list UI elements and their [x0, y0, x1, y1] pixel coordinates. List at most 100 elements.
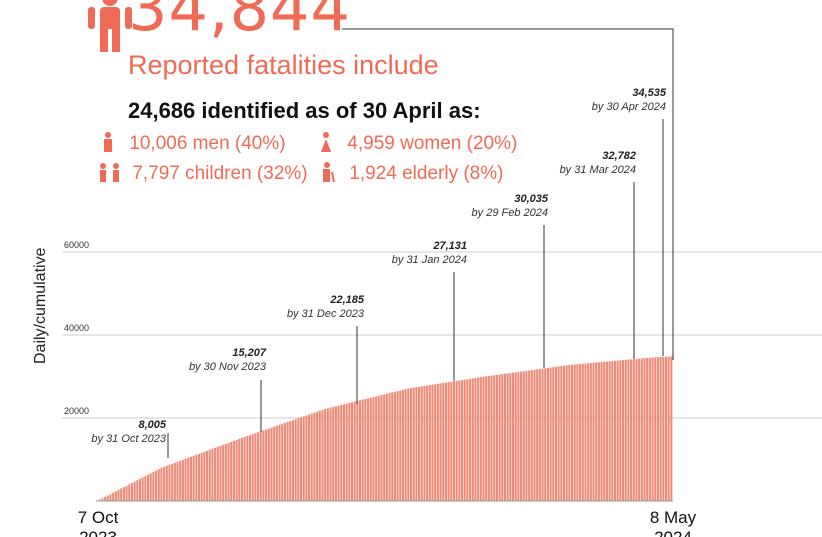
bar — [369, 397, 372, 501]
breakdown-women-label: 4,959 women (20%) — [347, 133, 518, 154]
bar — [200, 452, 203, 501]
bar — [367, 398, 370, 501]
bar — [122, 487, 125, 501]
bar — [595, 362, 598, 501]
bar — [246, 436, 249, 501]
bar — [630, 359, 633, 501]
bar — [619, 360, 622, 501]
annotation-value: 27,131 — [432, 240, 467, 252]
y-tick-label: 60000 — [64, 240, 89, 250]
bar — [412, 387, 415, 501]
bar — [410, 387, 413, 501]
bar — [356, 400, 359, 501]
bar — [104, 496, 107, 501]
bar — [460, 380, 464, 501]
bar — [635, 358, 638, 501]
bar — [136, 480, 139, 501]
x-end-year: 2024 — [654, 528, 692, 537]
bar — [109, 494, 112, 501]
bar — [377, 395, 380, 501]
bar — [455, 380, 458, 501]
bar — [283, 422, 286, 501]
bar — [275, 425, 278, 501]
bar — [192, 455, 195, 501]
bar — [114, 491, 117, 501]
bar — [203, 451, 206, 501]
bar — [350, 402, 354, 501]
bar — [587, 363, 590, 501]
bar — [130, 483, 133, 501]
bar — [232, 440, 235, 501]
bar — [399, 390, 402, 501]
bar — [348, 402, 351, 501]
bar — [490, 375, 493, 501]
bar — [622, 360, 625, 501]
bar — [227, 442, 230, 501]
breakdown-men: 10,006 men (40%) — [100, 132, 286, 155]
bar — [576, 364, 579, 501]
annotation-label: by 30 Apr 2024 — [592, 101, 666, 113]
bar — [353, 401, 356, 501]
breakdown-elderly-label: 1,924 elderly (8%) — [349, 163, 504, 184]
bar — [495, 374, 498, 501]
bar — [316, 411, 319, 501]
bar — [243, 436, 246, 501]
bar — [423, 385, 426, 501]
bar — [171, 463, 174, 501]
bar — [498, 374, 501, 501]
bar — [168, 464, 171, 501]
bar — [222, 444, 225, 501]
bar — [120, 488, 123, 501]
bar — [485, 376, 488, 501]
annotation-label: by 31 Oct 2023 — [91, 433, 166, 445]
bar — [643, 358, 646, 501]
bar — [152, 471, 155, 501]
bar — [340, 404, 343, 501]
bar — [509, 373, 512, 501]
bar — [173, 462, 176, 501]
bar — [511, 372, 515, 501]
bar — [248, 435, 252, 501]
total-fatalities: 34,844 — [128, 0, 351, 45]
bar — [469, 378, 472, 501]
bar — [544, 368, 547, 501]
annotation-label: by 30 Nov 2023 — [189, 361, 267, 373]
bar — [479, 377, 482, 501]
bar — [149, 473, 152, 501]
bar — [426, 385, 429, 501]
bar — [195, 454, 198, 501]
total-connector — [342, 28, 674, 360]
bar — [146, 474, 150, 501]
bar — [197, 453, 201, 501]
annotation-label: by 31 Dec 2023 — [287, 308, 365, 320]
x-end-label: 8 May — [650, 508, 697, 527]
bar — [442, 383, 445, 501]
y-tick-label: 40000 — [64, 323, 89, 333]
bar — [471, 378, 474, 501]
annotation-value: 8,005 — [138, 419, 166, 431]
bar — [364, 399, 367, 501]
bar — [157, 469, 160, 501]
bar — [538, 369, 541, 501]
bar — [549, 367, 552, 501]
bar — [651, 357, 654, 501]
bar — [565, 365, 568, 501]
annotation-value: 34,535 — [632, 87, 667, 99]
bar — [605, 361, 608, 501]
bar — [477, 377, 480, 501]
bar — [646, 357, 649, 501]
bar — [125, 485, 128, 501]
bar — [265, 429, 268, 501]
bar — [611, 361, 614, 501]
bar — [337, 405, 340, 501]
bar — [181, 459, 184, 501]
bar — [160, 467, 163, 501]
bar — [101, 498, 104, 501]
breakdown-women: 4,959 women (20%) — [318, 132, 517, 155]
annotation-label: by 31 Jan 2024 — [392, 254, 467, 266]
breakdown-men-label: 10,006 men (40%) — [129, 133, 286, 154]
bar — [318, 410, 321, 501]
breakdown-children-label: 7,797 children (32%) — [132, 163, 308, 184]
bar — [415, 387, 418, 501]
bar — [670, 356, 673, 501]
